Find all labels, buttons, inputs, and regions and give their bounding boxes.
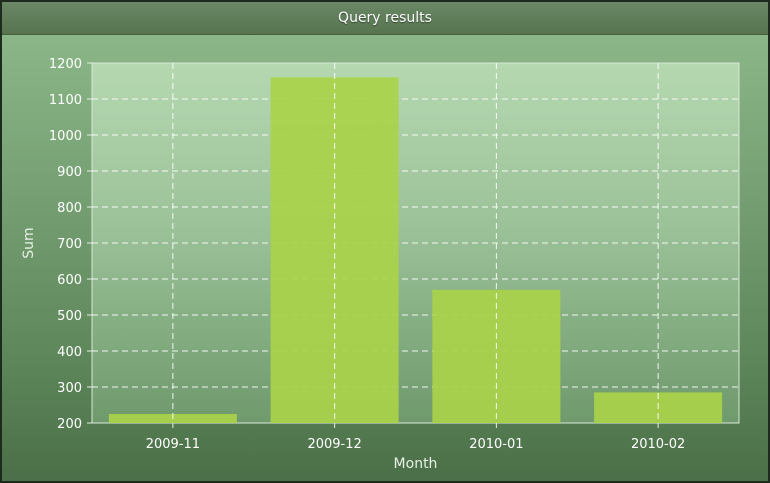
x-tick-label: 2009-11 — [146, 437, 200, 452]
y-tick-label: 900 — [57, 165, 82, 180]
y-tick-label: 600 — [57, 273, 82, 288]
x-axis-label: Month — [394, 456, 438, 472]
y-axis-label: Sum — [21, 227, 37, 258]
bar-2009-12 — [270, 77, 399, 424]
y-tick-label: 400 — [57, 345, 82, 360]
x-tick-label: 2009-12 — [307, 437, 361, 452]
grid-lines — [92, 98, 739, 388]
y-tick-label: 700 — [57, 237, 82, 252]
x-tick-label: 2010-01 — [469, 437, 523, 452]
bars — [108, 63, 723, 424]
window-title: Query results — [2, 2, 768, 35]
y-tick-label: 1100 — [49, 93, 82, 108]
y-tick-label: 300 — [57, 381, 82, 396]
y-axis-ticks: 200 300 400 500 600 700 800 900 1000 1100 1200 — [49, 57, 92, 432]
x-tick-label: 2010-02 — [631, 437, 685, 452]
y-tick-label: 800 — [57, 201, 82, 216]
y-tick-label: 1200 — [49, 57, 82, 72]
y-tick-label: 500 — [57, 309, 82, 324]
y-tick-label: 1000 — [49, 129, 82, 144]
x-axis-ticks: 2009-11 2009-12 2010-01 2010-02 — [146, 423, 685, 452]
y-tick-label: 200 — [57, 417, 82, 432]
